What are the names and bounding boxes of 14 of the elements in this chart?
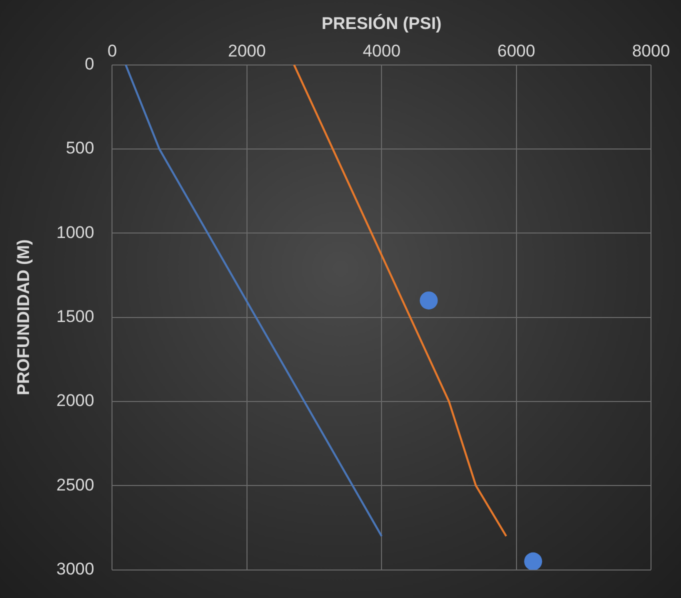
y-tick-label: 1000 [56,222,94,242]
y-tick-label: 500 [66,138,94,158]
x-axis-title: PRESIÓN (PSI) [322,12,442,33]
y-tick-label: 1500 [56,306,94,326]
x-tick-label: 8000 [632,41,670,60]
x-tick-label: 0 [107,41,117,60]
y-tick-label: 3000 [56,559,94,578]
y-axis-title: PROFUNDIDAD (M) [14,239,33,396]
x-tick-label: 6000 [497,41,536,60]
y-tick-label: 2500 [56,475,94,494]
y-tick-label: 0 [84,54,94,74]
x-tick-label: 4000 [362,41,401,60]
y-tick-label: 2000 [56,391,94,410]
x-tick-label: 2000 [228,41,266,60]
